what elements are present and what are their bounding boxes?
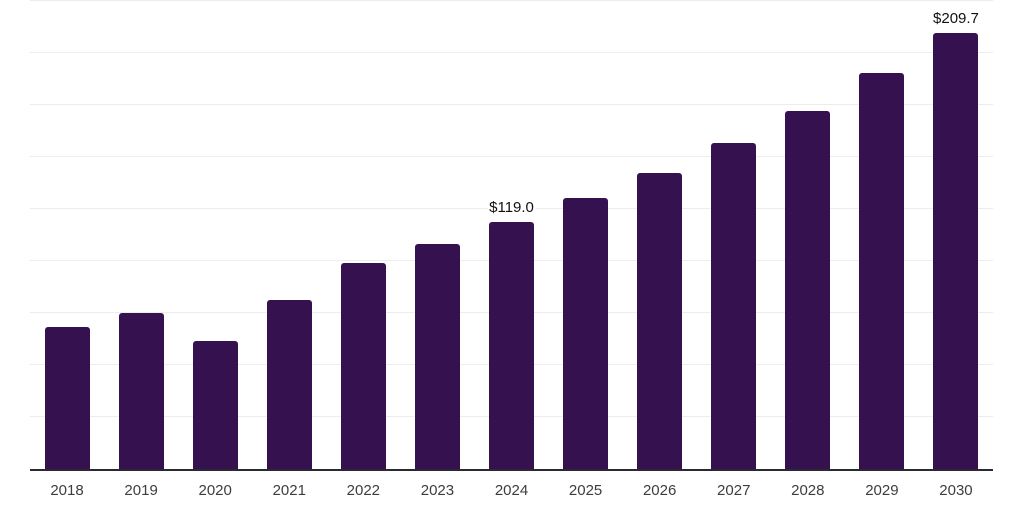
x-axis-line (30, 469, 993, 471)
x-tick-label-2026: 2026 (642, 482, 677, 499)
bar-slot (252, 0, 326, 469)
bar-slot (30, 0, 104, 469)
bar-2027 (711, 142, 757, 469)
bar-2019 (118, 313, 164, 469)
gridline (30, 156, 993, 158)
x-tick-label-2023: 2023 (420, 482, 455, 499)
value-label-2024: $119.0 (487, 199, 536, 217)
bar-slot: $119.0 (474, 0, 548, 469)
x-tick-label-2027: 2027 (717, 482, 751, 499)
bar-slot (326, 0, 400, 469)
bar-2025 (563, 198, 609, 469)
bar-2024: $119.0 (487, 200, 536, 469)
bar-slot (549, 0, 623, 469)
bar-2020 (192, 341, 238, 469)
bar-slot (845, 0, 919, 469)
gridline (30, 104, 993, 106)
x-tick-label-2029: 2029 (865, 482, 899, 499)
x-tick-label-2019: 2019 (124, 482, 158, 499)
bar-2022 (340, 263, 386, 469)
x-tick-label-2020: 2020 (198, 482, 232, 499)
bar-2018 (44, 326, 90, 469)
gridline (30, 52, 993, 54)
bar-2028 (785, 110, 831, 469)
bar-2021 (266, 299, 312, 469)
x-tick-label-2025: 2025 (568, 482, 603, 499)
x-tick-label-2028: 2028 (791, 482, 825, 499)
x-tick-label-2024: 2024 (494, 482, 529, 499)
bars-layer: $119.0 $209.7 (30, 0, 993, 469)
bar-2023 (414, 243, 460, 469)
plot-area: $119.0 $209.7 (30, 0, 993, 469)
bar-2026 (637, 172, 683, 469)
bar-2030: $209.7 (931, 11, 981, 469)
bar-slot (697, 0, 771, 469)
bar-slot (104, 0, 178, 469)
bar-slot (623, 0, 697, 469)
gridline (30, 0, 993, 2)
bar-slot (178, 0, 252, 469)
x-tick-label-2018: 2018 (50, 482, 84, 499)
bar-slot (771, 0, 845, 469)
bar-slot (400, 0, 474, 469)
x-tick-label-2030: 2030 (939, 482, 973, 499)
x-tick-label-2022: 2022 (346, 482, 381, 499)
bar-slot: $209.7 (919, 0, 993, 469)
value-label-2030: $209.7 (931, 10, 981, 28)
x-tick-label-2021: 2021 (272, 482, 306, 499)
bar-2029 (859, 72, 905, 469)
x-axis-tick-labels: 2018 2019 2020 2021 2022 2023 2024 2025 2026 2027… (30, 482, 993, 500)
